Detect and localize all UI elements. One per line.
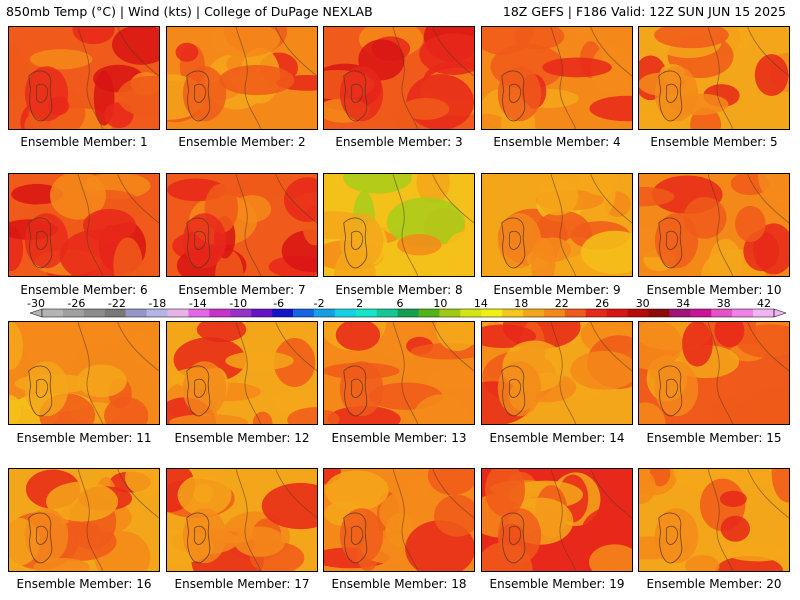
member-caption: Ensemble Member: 13 — [331, 431, 467, 445]
member-caption: Ensemble Member: 16 — [16, 577, 152, 591]
colorbar-tick-label: -18 — [148, 297, 167, 310]
colorbar-tick-label: -30 — [27, 297, 45, 310]
colorbar-tick-label: 34 — [676, 297, 691, 310]
colorbar-swatch — [481, 309, 503, 317]
colorbar-tick-label: 30 — [635, 297, 650, 310]
colorbar-swatch — [753, 309, 775, 317]
ensemble-panel-3 — [323, 26, 475, 130]
colorbar-swatch — [690, 309, 712, 317]
colorbar-tick-label: 6 — [396, 297, 404, 310]
colorbar-swatch — [627, 309, 649, 317]
colorbar-tick-label: 26 — [595, 297, 610, 310]
ensemble-panel-2 — [166, 26, 318, 130]
ensemble-panel-12 — [166, 321, 318, 425]
colorbar-swatch — [543, 309, 566, 317]
colorbar-swatch — [439, 309, 461, 317]
member-caption: Ensemble Member: 9 — [493, 283, 621, 297]
colorbar-tick-label: -10 — [229, 297, 248, 310]
temperature-colorbar — [30, 308, 786, 318]
ensemble-panel-20 — [638, 468, 790, 572]
colorbar-tick-label: 38 — [716, 297, 731, 310]
colorbar-swatch — [376, 309, 398, 317]
colorbar-swatch — [83, 309, 106, 317]
ensemble-panel-16 — [8, 468, 160, 572]
ensemble-panel-6 — [8, 173, 160, 277]
colorbar-swatch — [313, 309, 336, 317]
member-caption: Ensemble Member: 12 — [174, 431, 310, 445]
colorbar-swatch — [272, 309, 294, 317]
member-caption: Ensemble Member: 10 — [646, 283, 782, 297]
colorbar-swatch — [251, 309, 273, 317]
colorbar-tick-label: -2 — [313, 297, 325, 310]
valid-time: 18Z GEFS | F186 Valid: 12Z SUN JUN 15 20… — [502, 4, 786, 19]
colorbar-swatch — [230, 309, 252, 317]
colorbar-swatch — [711, 309, 733, 317]
colorbar-swatch — [669, 309, 691, 317]
ensemble-panel-17 — [166, 468, 318, 572]
colorbar-swatch — [125, 309, 147, 317]
ensemble-panel-5 — [638, 26, 790, 130]
colorbar-tick-label: 2 — [356, 297, 364, 310]
colorbar-swatch — [334, 309, 357, 317]
member-caption: Ensemble Member: 20 — [646, 577, 782, 591]
ensemble-panel-13 — [323, 321, 475, 425]
member-caption: Ensemble Member: 6 — [20, 283, 148, 297]
colorbar-swatch — [104, 309, 126, 317]
ensemble-panel-19 — [481, 468, 633, 572]
member-caption: Ensemble Member: 5 — [650, 135, 778, 149]
ensemble-panel-14 — [481, 321, 633, 425]
colorbar-left-arrow — [30, 308, 43, 318]
member-caption: Ensemble Member: 14 — [489, 431, 625, 445]
colorbar-swatch — [209, 309, 231, 317]
ensemble-panel-10 — [638, 173, 790, 277]
map-title: 850mb Temp (°C) | Wind (kts) | College o… — [6, 4, 373, 19]
member-caption: Ensemble Member: 3 — [335, 135, 463, 149]
colorbar-tick-label: -14 — [188, 297, 207, 310]
member-caption: Ensemble Member: 7 — [178, 283, 306, 297]
colorbar-right-arrow — [773, 308, 786, 318]
member-caption: Ensemble Member: 18 — [331, 577, 467, 591]
ensemble-panel-7 — [166, 173, 318, 277]
colorbar-swatch — [292, 309, 315, 317]
ensemble-panel-15 — [638, 321, 790, 425]
ensemble-panel-4 — [481, 26, 633, 130]
ensemble-panel-18 — [323, 468, 475, 572]
member-caption: Ensemble Member: 1 — [20, 135, 148, 149]
colorbar-tick-label: -6 — [273, 297, 285, 310]
colorbar-swatch — [523, 309, 545, 317]
colorbar-swatch — [648, 309, 670, 317]
colorbar-swatch — [397, 309, 419, 317]
colorbar-tick-label: -22 — [107, 297, 126, 310]
colorbar-swatch — [564, 309, 587, 317]
colorbar-swatch — [42, 309, 64, 317]
ensemble-panel-8 — [323, 173, 475, 277]
member-caption: Ensemble Member: 4 — [493, 135, 621, 149]
member-caption: Ensemble Member: 17 — [174, 577, 310, 591]
colorbar-tick-label: 22 — [554, 297, 569, 310]
member-caption: Ensemble Member: 8 — [335, 283, 463, 297]
colorbar-swatch — [585, 309, 607, 317]
colorbar-swatch — [606, 309, 628, 317]
ensemble-panel-11 — [8, 321, 160, 425]
colorbar-tick-label: 18 — [514, 297, 529, 310]
ensemble-panel-1 — [8, 26, 160, 130]
colorbar-swatch — [355, 309, 377, 317]
colorbar-swatch — [502, 309, 524, 317]
member-caption: Ensemble Member: 15 — [646, 431, 782, 445]
colorbar-swatch — [62, 309, 85, 317]
colorbar-swatch — [418, 309, 440, 317]
member-caption: Ensemble Member: 11 — [16, 431, 152, 445]
ensemble-panel-9 — [481, 173, 633, 277]
member-caption: Ensemble Member: 19 — [489, 577, 625, 591]
colorbar-swatch — [167, 309, 189, 317]
colorbar-swatch — [732, 309, 754, 317]
colorbar-tick-label: -26 — [67, 297, 86, 310]
colorbar-tick-label: 14 — [473, 297, 488, 310]
member-caption: Ensemble Member: 2 — [178, 135, 306, 149]
colorbar-swatch — [188, 309, 210, 317]
colorbar-tick-label: 42 — [757, 297, 771, 310]
colorbar-swatch — [460, 309, 482, 317]
colorbar-swatch — [146, 309, 168, 317]
colorbar-tick-label: 10 — [433, 297, 448, 310]
